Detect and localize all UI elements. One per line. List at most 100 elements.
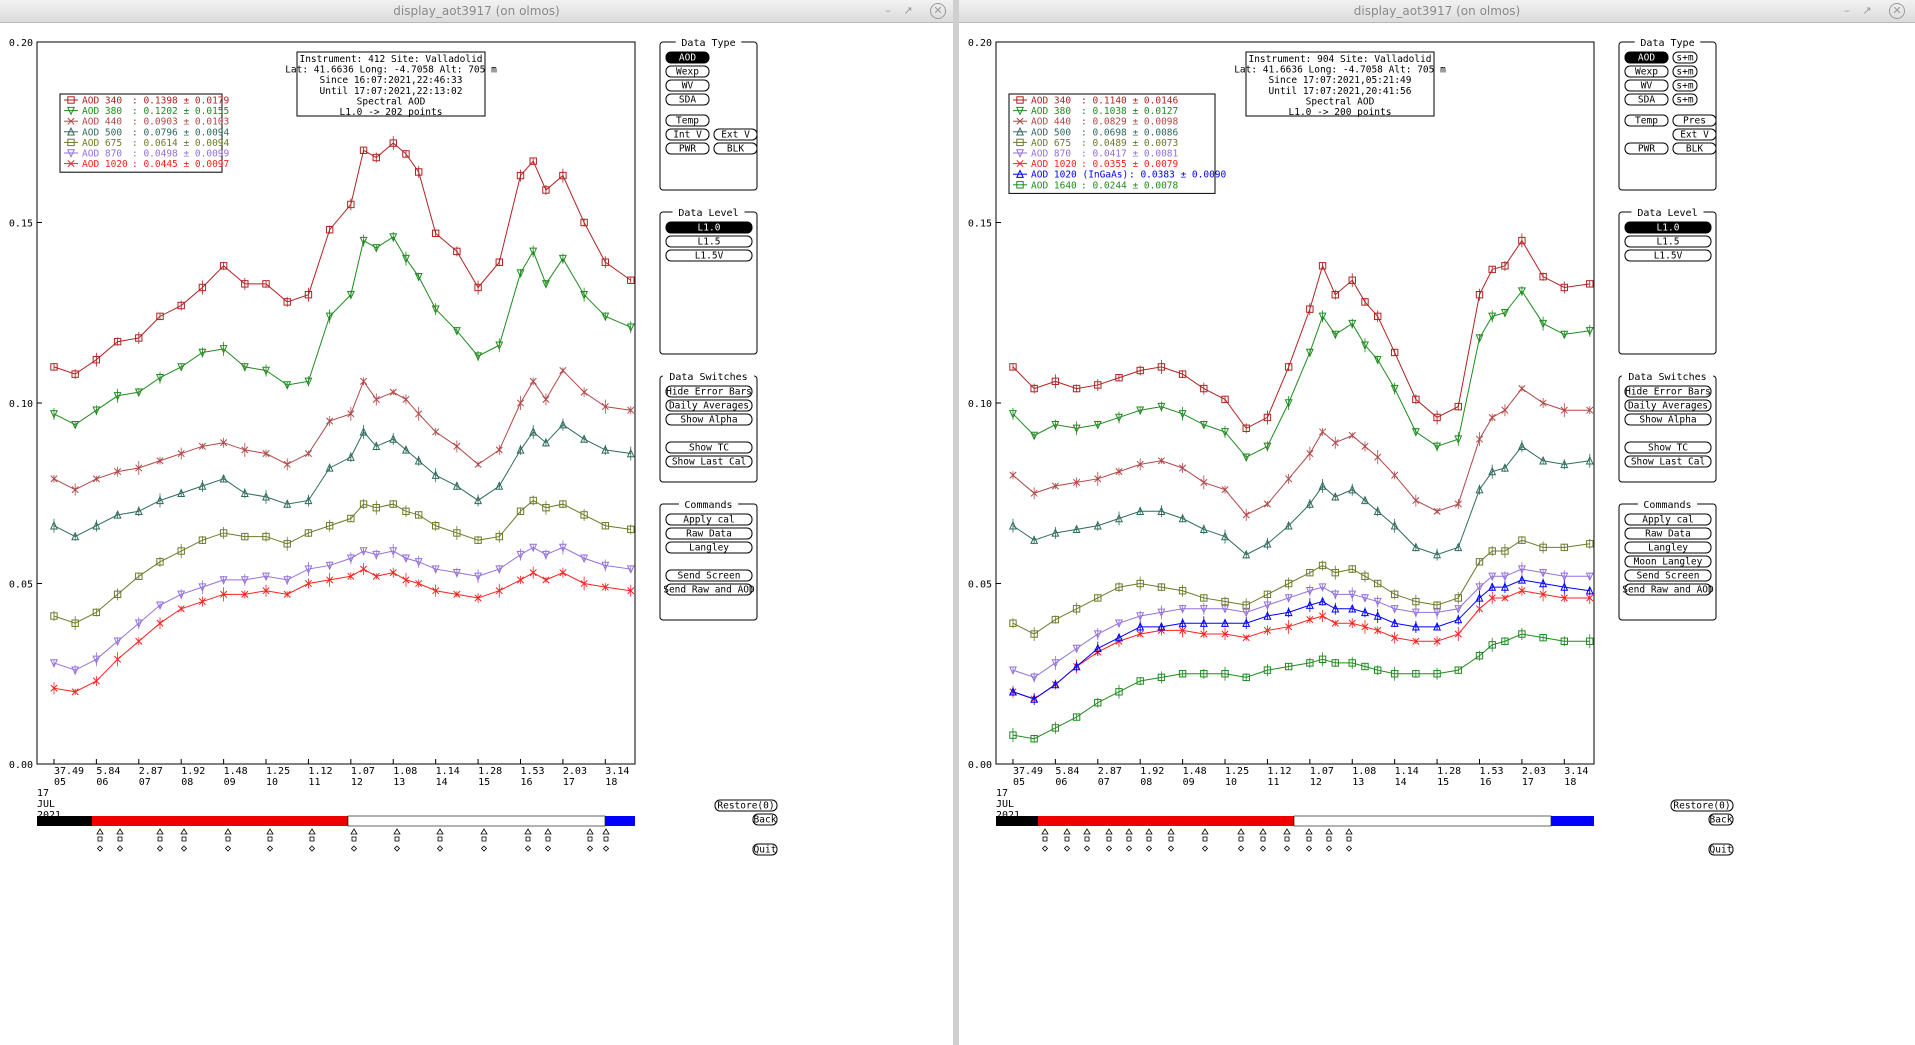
button-frame[interactable] xyxy=(1624,399,1712,412)
button-label[interactable]: s+m xyxy=(1676,67,1693,78)
button-frame[interactable] xyxy=(665,385,753,398)
button-label[interactable]: L1.5 xyxy=(1657,237,1680,248)
button-l1-5[interactable]: L1.5 xyxy=(665,235,753,248)
button-label[interactable]: Send Raw and AOD xyxy=(1622,585,1714,596)
button-frame[interactable] xyxy=(665,93,710,106)
close-button[interactable]: ✕ xyxy=(1889,3,1905,19)
button-langley[interactable]: Langley xyxy=(665,541,753,554)
button-frame[interactable] xyxy=(1624,51,1669,64)
button-s-m[interactable]: s+m xyxy=(1672,51,1698,64)
button-frame[interactable] xyxy=(665,65,710,78)
button-label[interactable]: Show Last Cal xyxy=(1631,457,1705,468)
button-label[interactable]: Ext V xyxy=(1680,130,1709,141)
button-frame[interactable] xyxy=(1624,235,1712,248)
button-sda[interactable]: SDA xyxy=(1624,93,1669,106)
button-frame[interactable] xyxy=(1624,569,1712,582)
button-frame[interactable] xyxy=(665,221,753,234)
button-show-last-cal[interactable]: Show Last Cal xyxy=(665,455,753,468)
button-apply-cal[interactable]: Apply cal xyxy=(665,513,753,526)
button-frame[interactable] xyxy=(1624,114,1669,127)
button-label[interactable]: Pres xyxy=(1683,116,1706,127)
button-frame[interactable] xyxy=(1672,128,1717,141)
minimize-button[interactable]: – xyxy=(1844,4,1850,17)
button-label[interactable]: L1.5 xyxy=(698,237,721,248)
button-frame[interactable] xyxy=(714,799,778,812)
button-raw-data[interactable]: Raw Data xyxy=(1624,527,1712,540)
button-label[interactable]: Show TC xyxy=(1648,443,1688,454)
button-frame[interactable] xyxy=(1624,527,1712,540)
button-frame[interactable] xyxy=(1670,799,1734,812)
button-restore-0-[interactable]: Restore(0) xyxy=(714,799,778,812)
button-label[interactable]: Show Last Cal xyxy=(672,457,746,468)
button-label[interactable]: Temp xyxy=(676,116,699,127)
button-frame[interactable] xyxy=(713,128,758,141)
button-label[interactable]: AOD xyxy=(1638,53,1655,64)
button-frame[interactable] xyxy=(1672,93,1698,106)
button-send-screen[interactable]: Send Screen xyxy=(1624,569,1712,582)
button-pres[interactable]: Pres xyxy=(1672,114,1717,127)
button-s-m[interactable]: s+m xyxy=(1672,93,1698,106)
button-send-screen[interactable]: Send Screen xyxy=(665,569,753,582)
button-frame[interactable] xyxy=(665,79,710,92)
button-blk[interactable]: BLK xyxy=(713,142,758,155)
button-wexp[interactable]: Wexp xyxy=(665,65,710,78)
button-l1-5v[interactable]: L1.5V xyxy=(1624,249,1712,262)
button-frame[interactable] xyxy=(1624,221,1712,234)
button-frame[interactable] xyxy=(665,249,753,262)
button-frame[interactable] xyxy=(665,142,710,155)
button-label[interactable]: L1.5V xyxy=(695,251,724,262)
button-frame[interactable] xyxy=(665,235,753,248)
button-aod[interactable]: AOD xyxy=(1624,51,1669,64)
button-label[interactable]: Wexp xyxy=(676,67,699,78)
button-label[interactable]: WV xyxy=(682,81,694,92)
button-label[interactable]: PWR xyxy=(1638,144,1655,155)
button-l1-5v[interactable]: L1.5V xyxy=(665,249,753,262)
button-label[interactable]: s+m xyxy=(1676,95,1693,106)
button-label[interactable]: Send Screen xyxy=(1637,571,1700,582)
maximize-button[interactable]: ↗ xyxy=(903,4,913,17)
button-langley[interactable]: Langley xyxy=(1624,541,1712,554)
button-back[interactable]: Back xyxy=(752,813,778,826)
button-show-tc[interactable]: Show TC xyxy=(1624,441,1712,454)
button-frame[interactable] xyxy=(1708,813,1734,826)
button-show-alpha[interactable]: Show Alpha xyxy=(665,413,753,426)
button-label[interactable]: Ext V xyxy=(721,130,750,141)
button-frame[interactable] xyxy=(1624,583,1712,596)
button-show-last-cal[interactable]: Show Last Cal xyxy=(1624,455,1712,468)
button-frame[interactable] xyxy=(1624,555,1712,568)
button-l1-5[interactable]: L1.5 xyxy=(1624,235,1712,248)
button-label[interactable]: s+m xyxy=(1676,81,1693,92)
button-label[interactable]: BLK xyxy=(1686,144,1703,155)
button-frame[interactable] xyxy=(1708,843,1734,856)
button-frame[interactable] xyxy=(665,527,753,540)
button-s-m[interactable]: s+m xyxy=(1672,79,1698,92)
button-label[interactable]: PWR xyxy=(679,144,696,155)
button-wv[interactable]: WV xyxy=(665,79,710,92)
button-moon-langley[interactable]: Moon Langley xyxy=(1624,555,1712,568)
button-label[interactable]: Moon Langley xyxy=(1634,557,1703,568)
button-label[interactable]: Hide Error Bars xyxy=(666,387,752,398)
button-hide-error-bars[interactable]: Hide Error Bars xyxy=(1624,385,1712,398)
button-frame[interactable] xyxy=(665,569,753,582)
button-frame[interactable] xyxy=(1624,142,1669,155)
button-label[interactable]: Restore(0) xyxy=(1673,801,1730,812)
button-daily-averages[interactable]: Daily Averages xyxy=(1624,399,1712,412)
button-wexp[interactable]: Wexp xyxy=(1624,65,1669,78)
button-int-v[interactable]: Int V xyxy=(665,128,710,141)
button-blk[interactable]: BLK xyxy=(1672,142,1717,155)
button-raw-data[interactable]: Raw Data xyxy=(665,527,753,540)
button-frame[interactable] xyxy=(1672,51,1698,64)
button-show-tc[interactable]: Show TC xyxy=(665,441,753,454)
button-label[interactable]: Daily Averages xyxy=(1628,401,1708,412)
button-ext-v[interactable]: Ext V xyxy=(713,128,758,141)
button-frame[interactable] xyxy=(1624,441,1712,454)
button-label[interactable]: Daily Averages xyxy=(669,401,749,412)
button-label[interactable]: Send Raw and AOD xyxy=(663,585,755,596)
button-s-m[interactable]: s+m xyxy=(1672,65,1698,78)
button-frame[interactable] xyxy=(1624,385,1712,398)
button-label[interactable]: BLK xyxy=(727,144,744,155)
button-label[interactable]: AOD xyxy=(679,53,696,64)
button-label[interactable]: Langley xyxy=(1648,543,1688,554)
button-frame[interactable] xyxy=(752,813,778,826)
minimize-button[interactable]: – xyxy=(885,4,891,17)
